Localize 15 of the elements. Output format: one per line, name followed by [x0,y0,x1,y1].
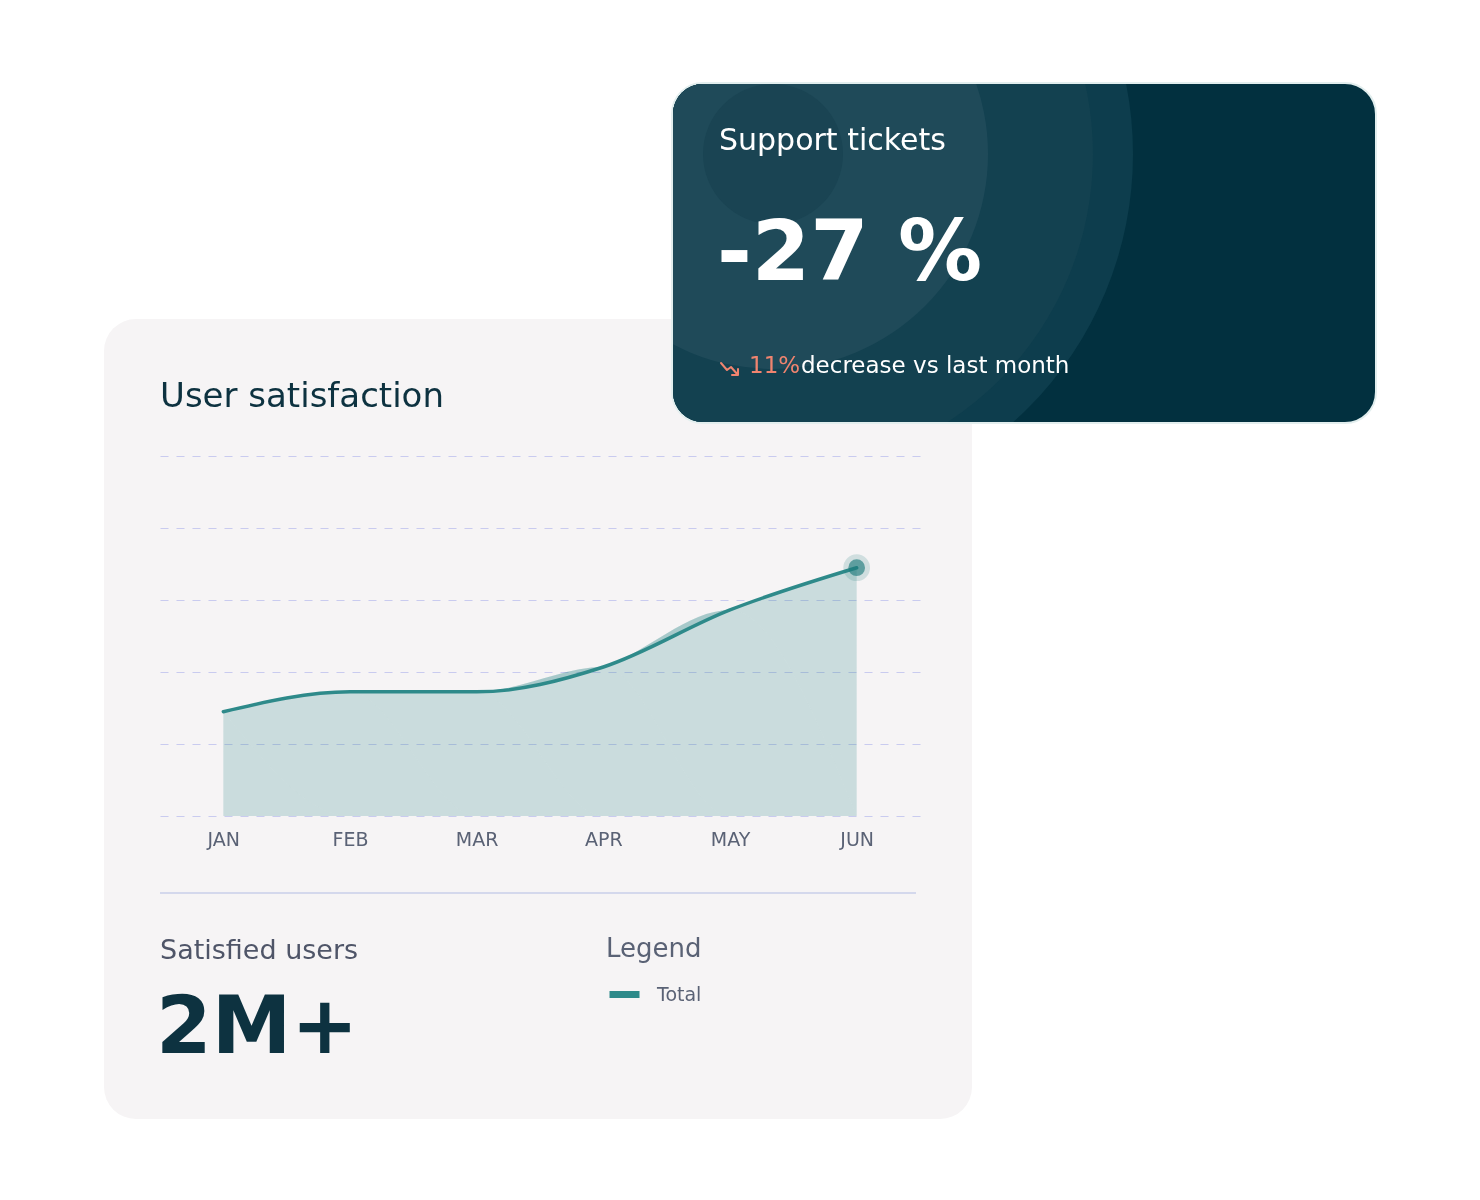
text: Satisfied users [160,934,359,965]
chart-title: User satisfaction [160,375,444,415]
x-tick-label: JUN [839,827,875,850]
x-tick-label: FEB [332,827,369,850]
text: -27 % [717,202,983,300]
x-tick-label: APR [585,827,623,850]
x-tick-label: JAN [206,827,241,850]
legend-title: Legend [606,933,702,963]
x-tick-label: MAR [455,827,499,850]
text: Support tickets [719,122,946,157]
text: 11% [749,352,801,378]
text: 2M+ [156,979,359,1072]
text: decrease vs last month [801,352,1070,378]
x-tick-label: MAY [710,827,751,850]
legend-label: Total [656,982,702,1005]
